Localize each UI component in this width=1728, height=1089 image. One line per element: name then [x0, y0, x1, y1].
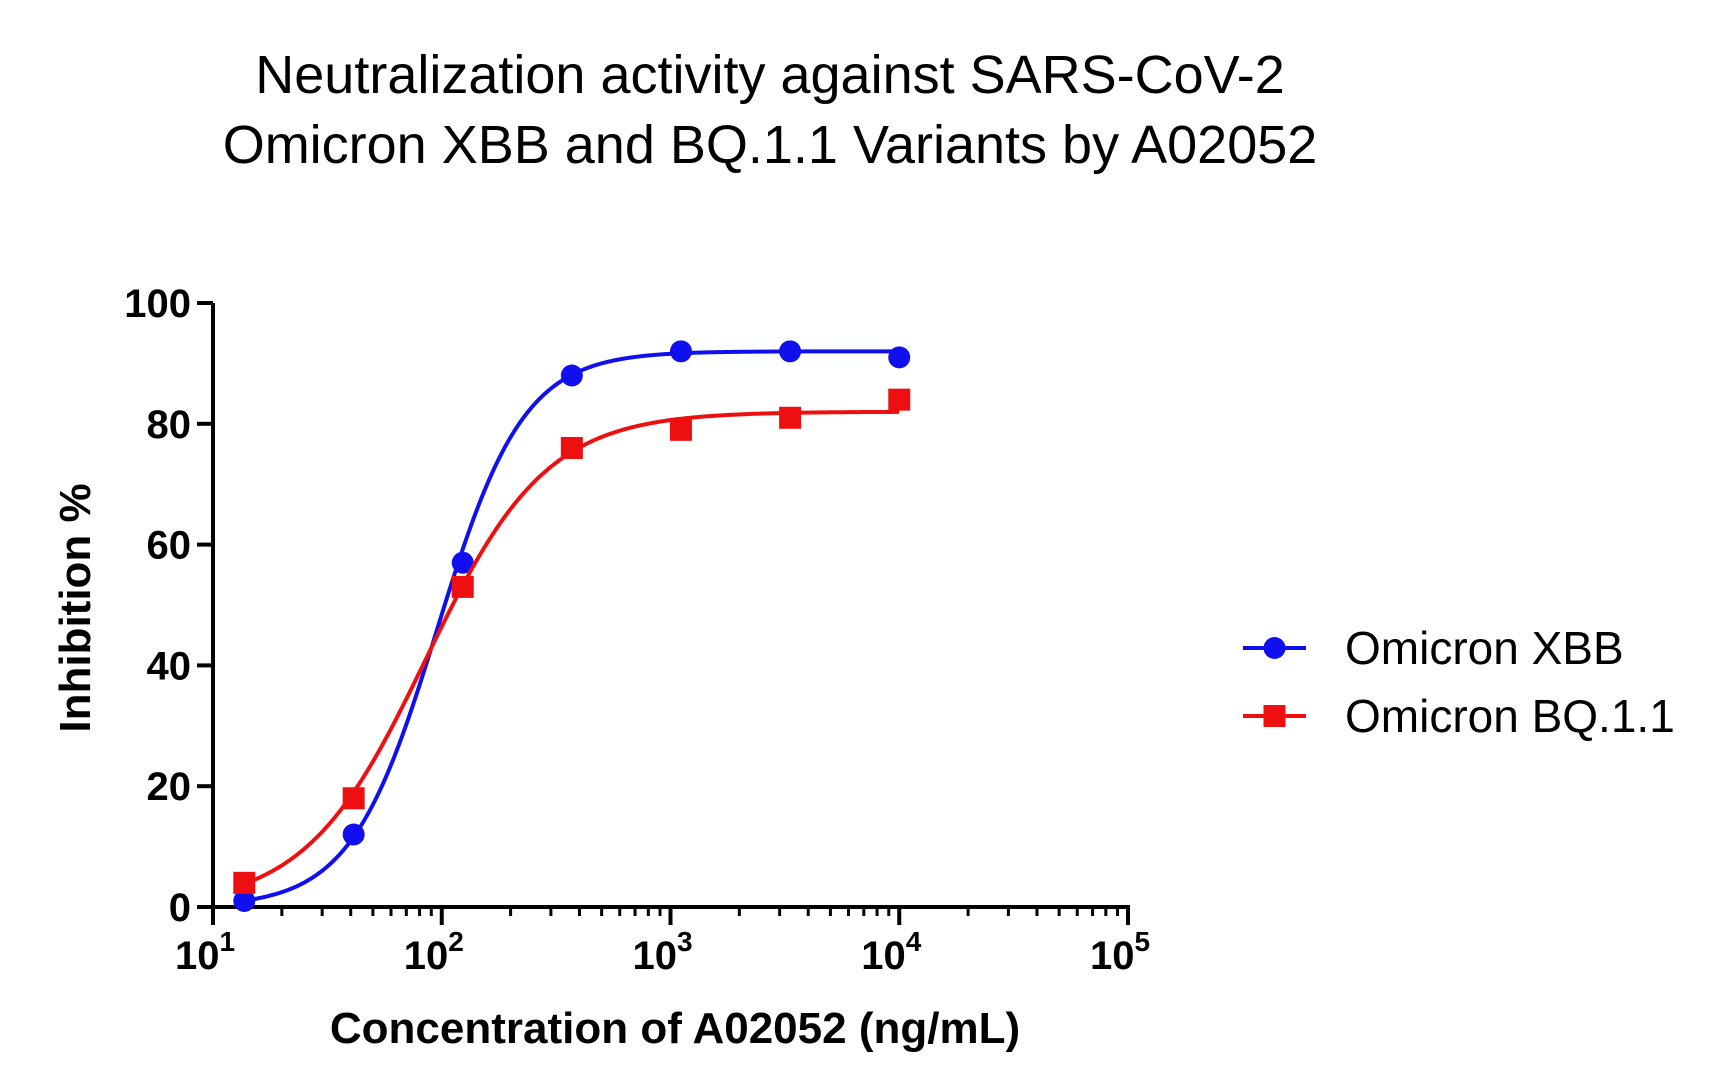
chart-title-line-2: Omicron XBB and BQ.1.1 Variants by A0205…: [223, 115, 1318, 175]
data-point-omicron-bq-1-1: [451, 575, 474, 598]
data-point-omicron-bq-1-1: [342, 787, 365, 810]
x-tick-label: 102: [404, 926, 464, 978]
fit-curve-omicron-bq-1-1: [243, 409, 900, 886]
x-tick-label: 101: [175, 926, 235, 978]
data-point-omicron-bq-1-1: [233, 871, 256, 894]
data-point-omicron-xbb: [233, 889, 256, 912]
y-axis-label: Inhibition %: [51, 483, 100, 732]
data-point-omicron-bq-1-1: [888, 388, 911, 411]
legend-marker-omicron-xbb: [1263, 637, 1286, 659]
data-point-omicron-xbb: [560, 364, 583, 387]
x-axis-label: Concentration of A02052 (ng/mL): [330, 1004, 1020, 1053]
data-point-omicron-bq-1-1: [560, 436, 583, 459]
y-tick-label: 0: [169, 886, 191, 930]
data-point-omicron-xbb: [888, 346, 911, 369]
fit-curve-omicron-xbb: [243, 349, 900, 903]
y-tick-label: 80: [147, 403, 192, 447]
legend-label-omicron-bq-1-1: Omicron BQ.1.1: [1345, 690, 1675, 742]
y-tick-label: 40: [147, 644, 192, 688]
data-point-omicron-xbb: [451, 551, 474, 574]
plot-area: 0 20 40 60 80 100 101 102 103 104 105: [124, 282, 1150, 978]
legend: Omicron XBB Omicron BQ.1.1: [1243, 622, 1675, 742]
x-tick-label: 104: [861, 926, 922, 978]
data-point-omicron-xbb: [779, 340, 802, 363]
data-point-omicron-bq-1-1: [669, 418, 692, 441]
x-tick-label: 103: [632, 926, 692, 978]
data-point-omicron-bq-1-1: [779, 406, 802, 429]
legend-label-omicron-xbb: Omicron XBB: [1345, 622, 1624, 674]
y-tick-label: 100: [124, 282, 191, 326]
data-point-omicron-xbb: [669, 340, 692, 363]
legend-marker-omicron-bq-1-1: [1263, 705, 1286, 727]
y-tick-label: 60: [147, 524, 192, 568]
y-tick-label: 20: [147, 765, 192, 809]
data-point-omicron-xbb: [342, 823, 365, 846]
chart-title-line-1: Neutralization activity against SARS-CoV…: [255, 45, 1284, 105]
x-tick-label: 105: [1090, 926, 1150, 978]
